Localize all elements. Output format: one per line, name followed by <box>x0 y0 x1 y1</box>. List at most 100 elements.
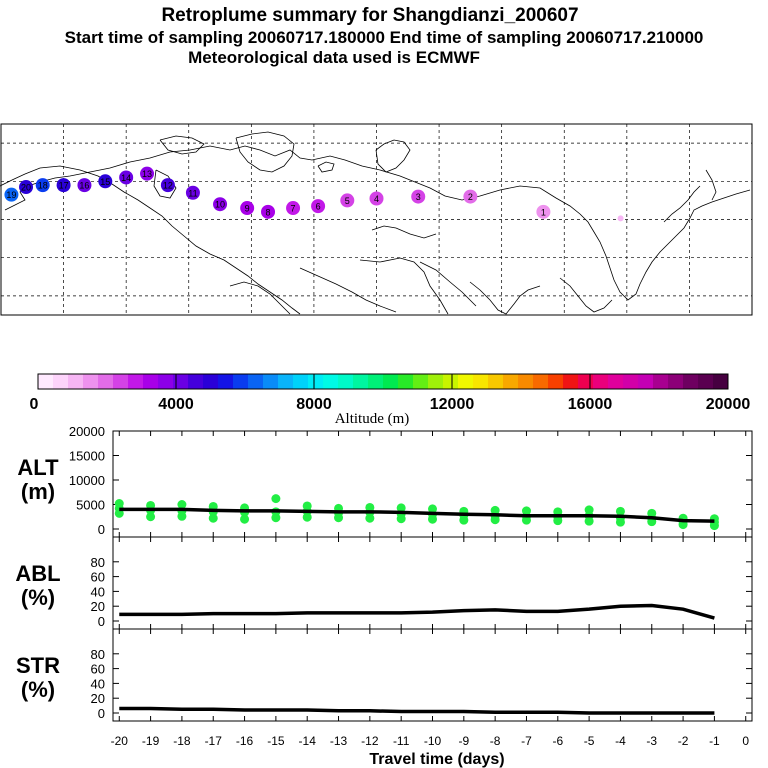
colorbar-cell <box>68 374 84 389</box>
plume-marker <box>56 178 71 193</box>
colorbar-cells <box>38 374 729 389</box>
x-axis-label: Travel time (days) <box>369 751 504 768</box>
coast-india <box>469 281 541 315</box>
plume-marker-label: 3 <box>416 192 421 202</box>
plume-marker-label: 1 <box>541 207 546 217</box>
y-tick-label: 20 <box>91 599 105 614</box>
colorbar-cell <box>698 374 714 389</box>
coast-africa <box>359 257 449 315</box>
plume-marker <box>369 191 384 206</box>
colorbar-cell <box>683 374 699 389</box>
y-tick-label: 20 <box>91 691 105 706</box>
y-tick-label: 10000 <box>69 473 105 488</box>
plume-marker <box>240 201 255 216</box>
x-tick-label: -13 <box>330 734 348 748</box>
colorbar-cell <box>113 374 129 389</box>
colorbar-cell <box>218 374 234 389</box>
plume-marker-label: 14 <box>121 173 131 183</box>
plume-marker-label: 9 <box>245 204 250 214</box>
colorbar-label: Altitude (m) <box>335 411 410 427</box>
plume-marker <box>536 204 551 219</box>
plume-marker <box>35 178 50 193</box>
colorbar-tick-label: 16000 <box>568 396 613 413</box>
panel-label: (m) <box>21 479 55 504</box>
x-tick-label: -18 <box>173 734 191 748</box>
colorbar-cell <box>233 374 249 389</box>
x-tick-label: -9 <box>458 734 469 748</box>
plume-marker-label: 12 <box>163 181 173 191</box>
plume-marker-label: 8 <box>266 207 271 217</box>
scatter-point <box>365 502 375 512</box>
map-coastlines <box>0 131 751 315</box>
coast-kamchatka <box>705 169 717 201</box>
y-tick-label: 0 <box>98 706 105 721</box>
scatter-point <box>428 504 437 514</box>
coast-japan <box>663 185 701 223</box>
colorbar-cell <box>398 374 414 389</box>
colorbar-cell <box>428 374 444 389</box>
plume-marker <box>185 185 200 200</box>
colorbar-cell <box>518 374 534 389</box>
panel-label: (%) <box>21 677 55 702</box>
colorbar-cell <box>278 374 294 389</box>
x-tick-label: 0 <box>742 734 749 748</box>
x-tick-label: -10 <box>424 734 442 748</box>
plume-marker-label: 10 <box>215 200 225 210</box>
coast-west-africa <box>299 267 397 313</box>
colorbar-cell <box>443 374 459 389</box>
y-tick-label: 60 <box>91 570 105 585</box>
x-tick-label: -12 <box>361 734 379 748</box>
scatter-point <box>240 514 250 524</box>
scatter-point <box>584 505 594 515</box>
colorbar-cell <box>578 374 594 389</box>
plume-marker <box>617 215 624 222</box>
colorbar-cell <box>533 374 549 389</box>
plume-marker <box>261 204 276 219</box>
series-line <box>119 706 715 715</box>
colorbar-cell <box>203 374 219 389</box>
colorbar-cell <box>338 374 354 389</box>
scatter-point <box>271 494 281 504</box>
y-tick-label: 40 <box>91 584 105 599</box>
colorbar-cell <box>608 374 624 389</box>
y-tick-label: 60 <box>91 662 105 677</box>
x-tick-label: -20 <box>111 734 129 748</box>
plume-marker-label: 18 <box>38 181 48 191</box>
x-axis-ticks: -20 -19 -18 -17 -16 -15 -14 -13 -12 -11 -10 -9 -8 -7-… <box>111 734 750 748</box>
map-panel: 19 20 18 17 16 15 14 13 12 11 10 9 8 7 6 5 4 3 2 1 <box>0 123 753 316</box>
panel-label: ABL <box>15 561 60 586</box>
plume-marker <box>411 189 426 204</box>
plume-marker-label: 15 <box>100 177 110 187</box>
altitude-colorbar: 0 4000 8000 12000 16000 20000 Altitude (m) <box>30 373 750 427</box>
colorbar-cell <box>653 374 669 389</box>
colorbar-cell <box>128 374 144 389</box>
x-tick-label: -1 <box>709 734 720 748</box>
colorbar-cell <box>548 374 564 389</box>
colorbar-tick-label: 4000 <box>158 396 194 413</box>
title-line-3: Meteorological data used is ECMWF <box>188 48 480 67</box>
coast-sea-asia <box>559 277 613 313</box>
panel-label: (%) <box>21 585 55 610</box>
y-tick-label: 0 <box>98 522 105 537</box>
colorbar-cell <box>83 374 99 389</box>
coast-south-america <box>229 281 291 315</box>
plume-marker <box>160 178 175 193</box>
plume-marker-label: 20 <box>21 183 31 193</box>
colorbar-cell <box>143 374 159 389</box>
plume-marker <box>311 199 326 214</box>
plume-marker <box>119 170 134 185</box>
colorbar-cell <box>473 374 489 389</box>
coast-greenland <box>235 131 295 173</box>
plume-marker-label: 7 <box>291 204 296 214</box>
y-tick-label: 80 <box>91 647 105 662</box>
plume-marker-label: 2 <box>468 192 473 202</box>
x-tick-label: -17 <box>205 734 223 748</box>
y-tick-label: 5000 <box>76 498 105 513</box>
scatter-point <box>615 506 625 516</box>
x-tick-label: -11 <box>393 734 410 748</box>
colorbar-tick-label: 0 <box>30 396 39 413</box>
plume-marker-label: 16 <box>79 181 89 191</box>
colorbar-cell <box>53 374 69 389</box>
